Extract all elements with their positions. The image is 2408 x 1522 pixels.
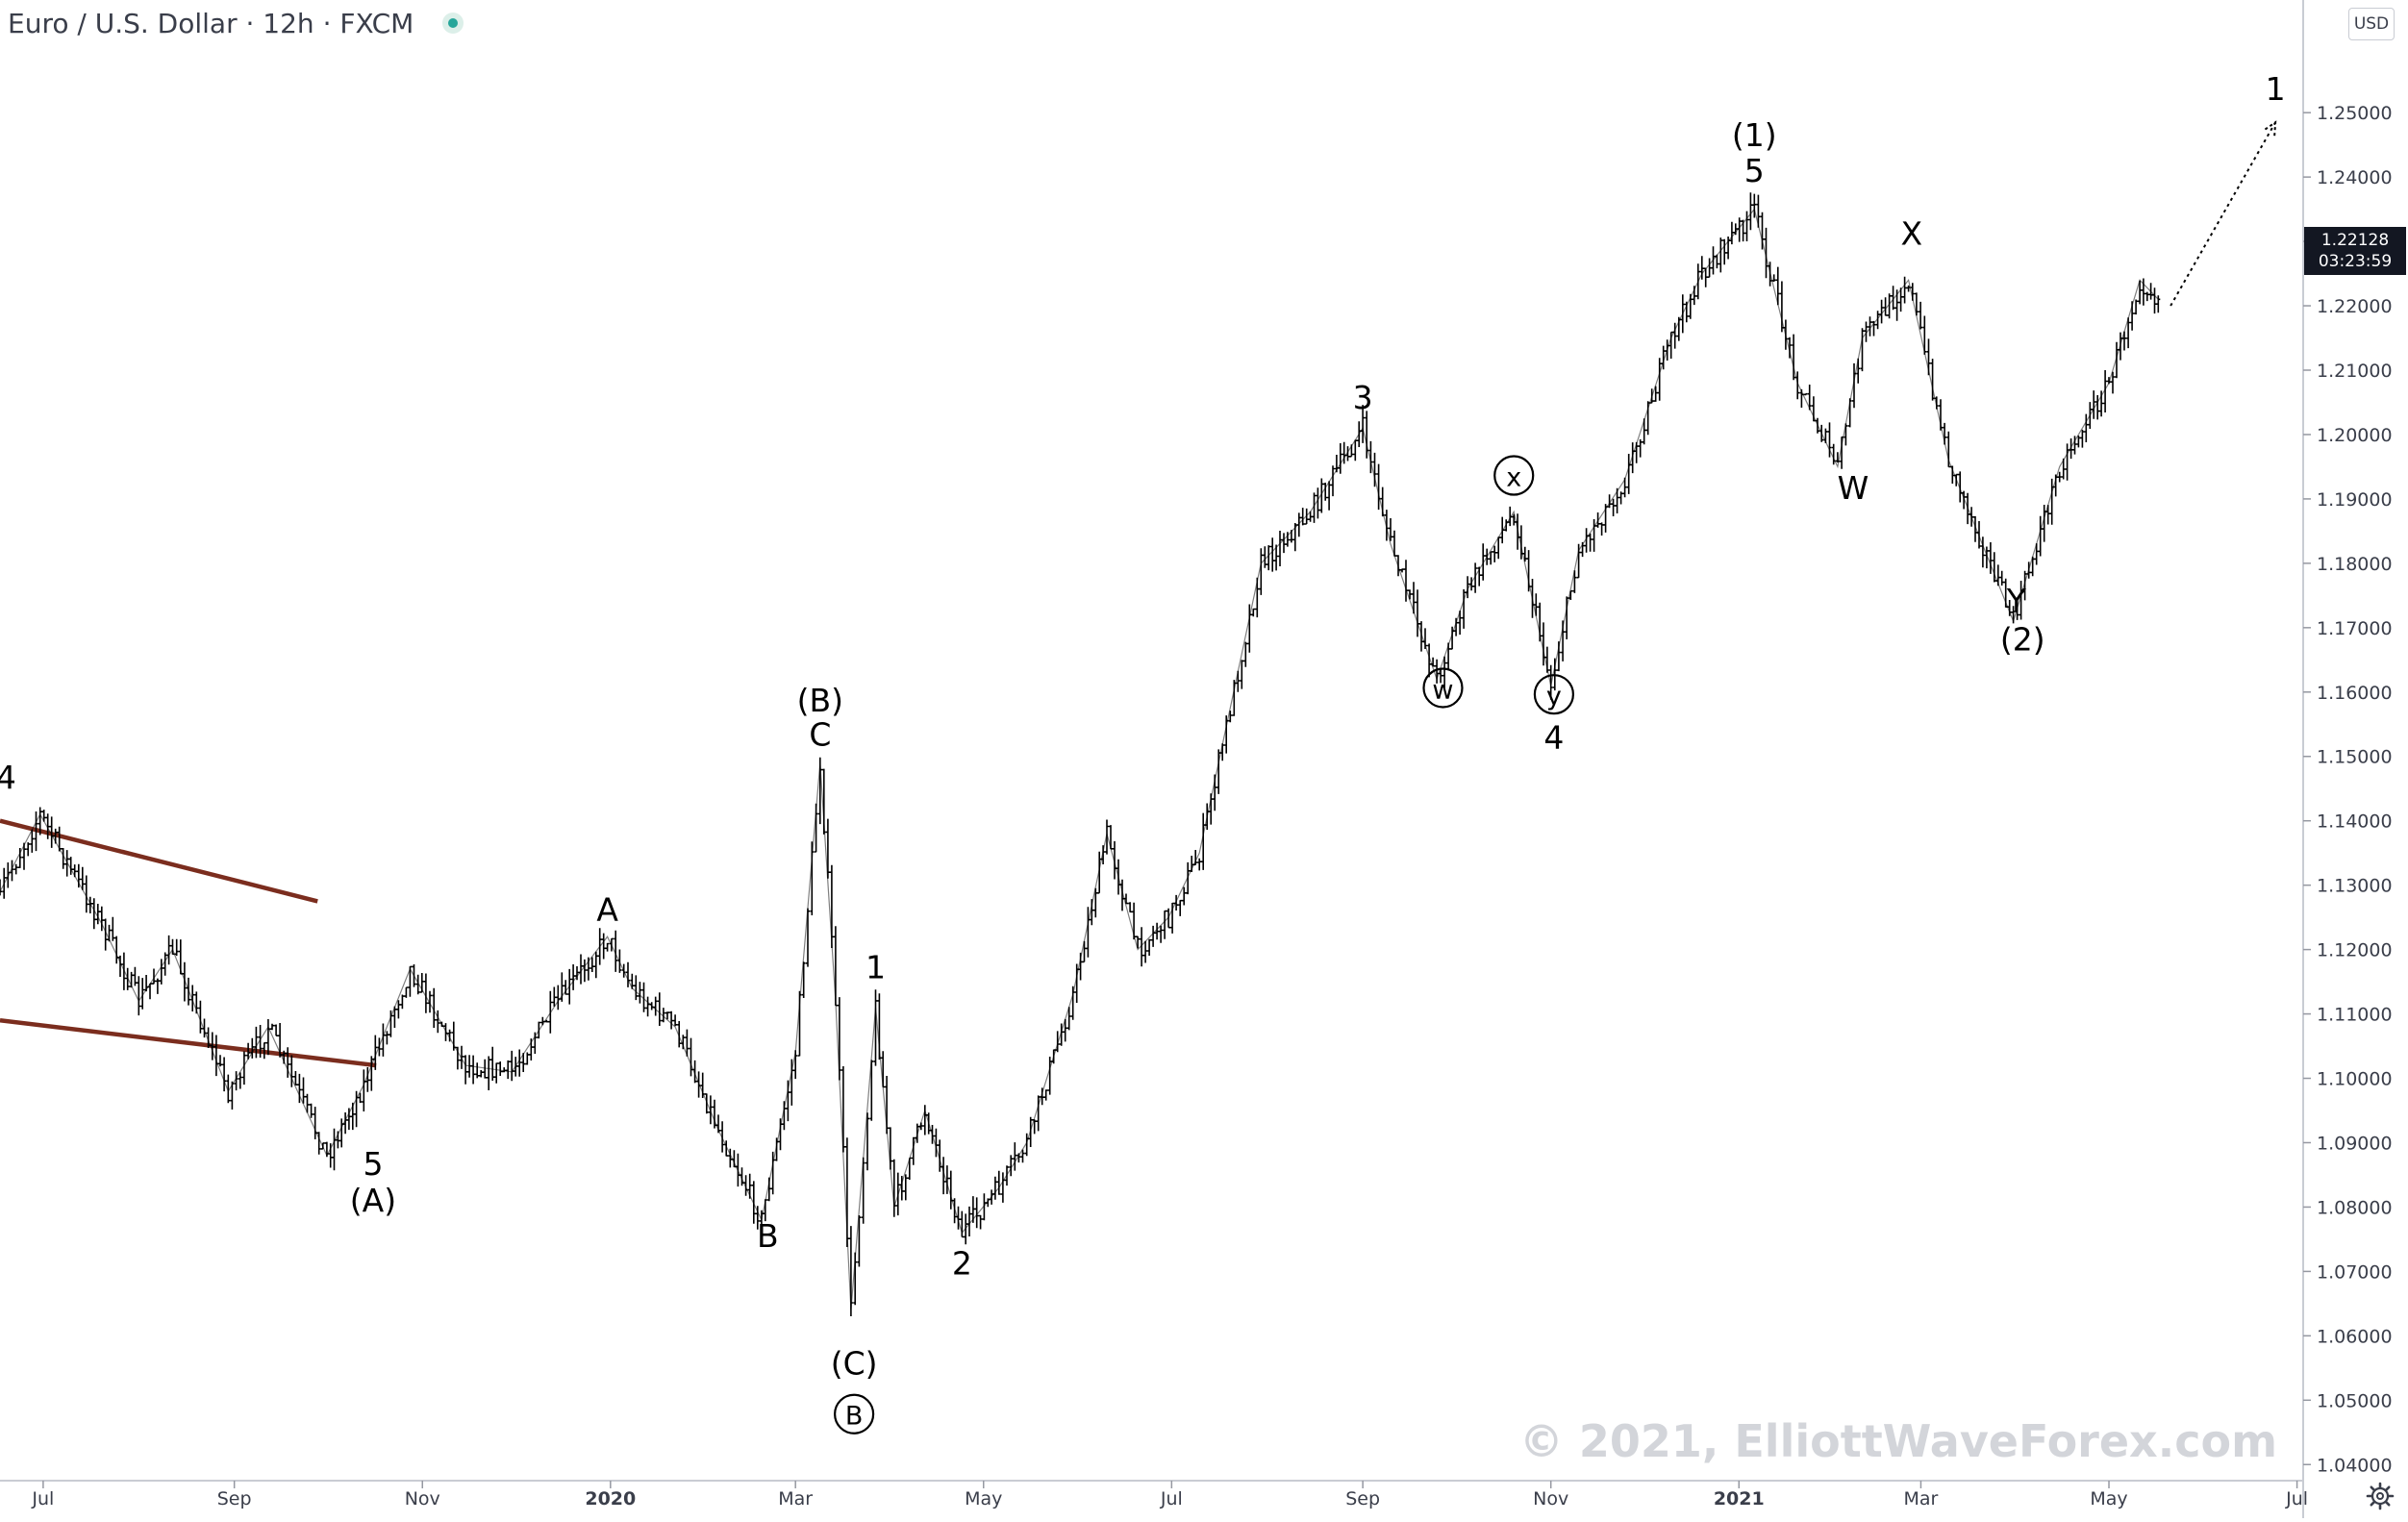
wave-label: Y (2006, 582, 2027, 619)
y-tick-label: 1.22000 (2317, 296, 2393, 317)
y-tick-label: 1.11000 (2317, 1005, 2393, 1026)
trendline (0, 818, 318, 904)
projection-arrowhead (2264, 120, 2277, 137)
wave-label: x (1506, 463, 1521, 493)
x-tick-label: May (965, 1488, 1002, 1510)
bar-countdown: 03:23:59 (2318, 252, 2393, 271)
price-layer (0, 192, 2161, 1316)
x-tick-label: May (2090, 1488, 2127, 1510)
wave-label: A (596, 890, 618, 928)
wave-label: (2) (2000, 620, 2045, 658)
y-tick-label: 1.13000 (2317, 876, 2393, 897)
y-tick-label: 1.17000 (2317, 618, 2393, 639)
y-tick-label: 1.20000 (2317, 425, 2393, 446)
wave-label: 1 (865, 949, 886, 986)
wave-label: X (1901, 214, 1923, 252)
y-tick-label: 1.12000 (2317, 940, 2393, 961)
gear-icon[interactable] (2366, 1482, 2395, 1510)
x-tick-label: 2021 (1714, 1488, 1765, 1510)
last-price: 1.22128 (2320, 231, 2390, 250)
wave-label: 5 (363, 1145, 383, 1183)
y-tick-label: 1.09000 (2317, 1133, 2393, 1154)
trendline-layer (0, 818, 377, 1068)
wave-label: (C) (831, 1345, 878, 1383)
y-tick-label: 1.16000 (2317, 683, 2393, 704)
wave-label: (B) (797, 682, 843, 719)
trendline (0, 1018, 377, 1068)
y-tick-label: 1.18000 (2317, 554, 2393, 575)
wave-label-circle (1422, 667, 1464, 709)
y-tick-label: 1.08000 (2317, 1197, 2393, 1218)
wave-label: B (757, 1217, 779, 1255)
y-tick-label: 1.05000 (2317, 1390, 2393, 1411)
wave-label: w (1432, 675, 1453, 705)
symbol-title[interactable]: Euro / U.S. Dollar · 12h · FXCM (8, 4, 464, 42)
wave-label: 5 (1744, 152, 1765, 189)
wave-label: 4 (1543, 719, 1564, 757)
wave-label: 3 (1353, 379, 1373, 416)
y-tick-label: 1.24000 (2317, 167, 2393, 188)
wave-label: B (845, 1402, 864, 1432)
y-tick-label: 1.10000 (2317, 1069, 2393, 1090)
x-tick-label: 2020 (585, 1488, 636, 1510)
x-tick-label: Nov (405, 1488, 440, 1510)
wave-label: 2 (952, 1245, 972, 1283)
wave-label: 4 (0, 759, 16, 796)
y-tick-label: 1.04000 (2317, 1455, 2393, 1476)
y-tick-label: 1.15000 (2317, 747, 2393, 768)
x-tick-label: Sep (1345, 1488, 1380, 1510)
wave-label-circle (1493, 455, 1535, 496)
y-tick-label: 1.07000 (2317, 1261, 2393, 1283)
watermark: © 2021, ElliottWaveForex.com (1519, 1415, 2277, 1467)
last-price-tag: 1.22128 03:23:59 (2304, 227, 2406, 275)
wave-label: W (1838, 469, 1869, 507)
x-tick-label: Jul (31, 1488, 54, 1510)
x-tick-label: Jul (2285, 1488, 2308, 1510)
currency-badge[interactable]: USD (2348, 8, 2395, 40)
wave-label: C (809, 715, 831, 753)
projection-line (2170, 121, 2277, 307)
projection-layer (2170, 120, 2277, 307)
x-tick-label: Mar (778, 1488, 813, 1510)
x-tick-label: Jul (1160, 1488, 1183, 1510)
y-tick-label: 1.25000 (2317, 103, 2393, 124)
x-tick-label: Sep (217, 1488, 252, 1510)
price-series-line (0, 208, 2159, 1310)
x-tick-label: Nov (1533, 1488, 1568, 1510)
wave-label: (1) (1732, 116, 1777, 154)
status-dot-icon (442, 12, 464, 34)
price-bars (0, 192, 2161, 1316)
symbol-title-text: Euro / U.S. Dollar · 12h · FXCM (8, 7, 414, 39)
wave-label: (A) (350, 1182, 396, 1219)
wave-label-circle (834, 1393, 875, 1435)
wave-label: y (1546, 682, 1562, 711)
y-tick-label: 1.19000 (2317, 489, 2393, 511)
y-tick-label: 1.14000 (2317, 811, 2393, 833)
wave-label-circle (1533, 674, 1575, 715)
y-tick-label: 1.06000 (2317, 1326, 2393, 1347)
x-tick-label: Mar (1904, 1488, 1939, 1510)
wave-label: 1 (2266, 70, 2286, 108)
y-tick-label: 1.21000 (2317, 361, 2393, 382)
